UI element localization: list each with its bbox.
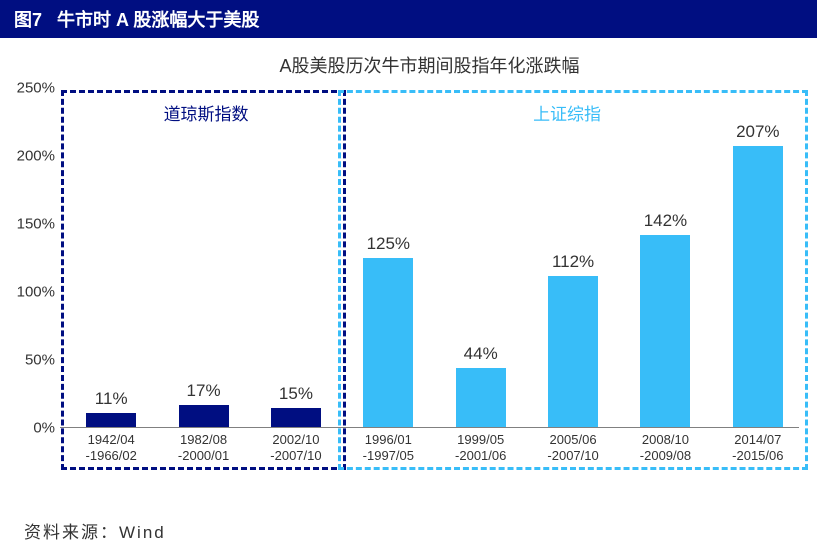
y-tick: 200% [3,148,55,165]
y-tick: 150% [3,216,55,233]
bar-rect: 207% [733,146,783,428]
bar-value-label: 11% [95,389,128,409]
y-tick: 50% [3,352,55,369]
x-axis-label: 2014/07-2015/06 [732,432,783,465]
x-axis-baseline [60,427,799,428]
x-axis-label: 2002/10-2007/10 [270,432,321,465]
bar-rect: 17% [179,405,229,428]
group-label: 上证综指 [533,100,601,125]
chart-container: A股美股历次牛市期间股指年化涨跌幅 0%50%100%150%200%250% … [0,38,817,82]
x-axis-label: 1942/04-1966/02 [86,432,137,465]
bar-value-label: 142% [644,211,687,231]
x-axis-label: 1982/08-2000/01 [178,432,229,465]
source-prefix: 资料来源： [24,523,119,542]
bar-rect: 11% [86,413,136,428]
bar-value-label: 125% [367,234,410,254]
source-value: Wind [119,523,166,542]
bar-value-label: 207% [736,122,779,142]
source-line: 资料来源：Wind [24,518,166,543]
bar-rect: 112% [548,276,598,428]
bar-value-label: 44% [464,344,498,364]
x-axis-label: 2005/06-2007/10 [547,432,598,465]
bar-value-label: 17% [187,381,221,401]
bar-rect: 15% [271,408,321,428]
bar-value-label: 112% [552,252,594,272]
y-tick: 0% [3,420,55,437]
chart-title: A股美股历次牛市期间股指年化涨跌幅 [60,48,799,78]
y-tick: 250% [3,80,55,97]
bars-area: 11% 1942/04-1966/02 17% 1982/08-2000/01 15% 2… [60,88,799,488]
bar-rect: 125% [363,258,413,428]
x-axis-label: 2008/10-2009/08 [640,432,691,465]
y-axis: 0%50%100%150%200%250% [5,88,57,488]
bar-value-label: 15% [279,384,313,404]
bar-rect: 44% [456,368,506,428]
figure-header: 图7 牛市时 A 股涨幅大于美股 [0,0,817,38]
figure-title: 牛市时 A 股涨幅大于美股 [57,10,259,30]
y-tick: 100% [3,284,55,301]
chart-plot-area: 0%50%100%150%200%250% 11%1942/04-1966/02… [60,88,799,488]
x-axis-label: 1996/01-1997/05 [363,432,414,465]
figure-number: 图7 [14,10,42,30]
group-label: 道琼斯指数 [164,100,249,125]
x-axis-label: 1999/05-2001/06 [455,432,506,465]
bar-rect: 142% [640,235,690,428]
